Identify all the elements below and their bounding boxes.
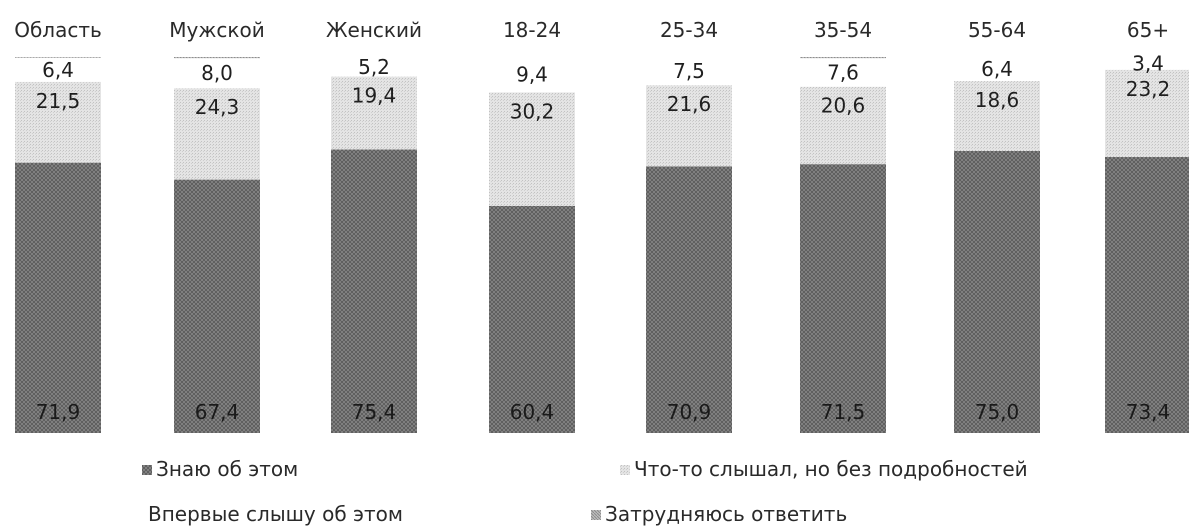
- legend-label-know: Знаю об этом: [156, 457, 298, 481]
- bar-segment-know: [646, 166, 732, 433]
- data-label-first: 6,4: [981, 57, 1013, 81]
- data-label-know: 71,9: [36, 400, 81, 424]
- category-label: 25-34: [660, 18, 718, 42]
- data-label-first: 5,2: [358, 55, 390, 79]
- category-label: 18-24: [503, 18, 561, 42]
- bar-segment-first: [331, 57, 417, 77]
- data-label-know: 67,4: [195, 400, 240, 424]
- bar-segment-heard: [1105, 69, 1189, 158]
- bar-segment-first: [800, 58, 886, 87]
- data-label-know: 70,9: [667, 400, 712, 424]
- bar-segment-first: [954, 57, 1040, 82]
- category-label: Область: [14, 18, 102, 42]
- data-label-first: 6,4: [42, 58, 74, 82]
- bar-segment-know: [331, 149, 417, 433]
- category-label: 65+: [1127, 18, 1169, 42]
- data-label-know: 75,0: [975, 400, 1020, 424]
- bars: 71,9 21,5 6,4 67,4 24,3 8,0 75,4 19,4 5,2 60,4 30,…: [15, 51, 1189, 434]
- bar-segment-hard: [15, 57, 101, 58]
- category-label: 55-64: [968, 18, 1026, 42]
- bar-segment-first: [174, 58, 260, 89]
- bar-segment-first: [646, 57, 732, 86]
- bar-segment-know: [800, 164, 886, 433]
- bar-segment-first: [489, 57, 575, 93]
- bar-segment-know: [489, 205, 575, 433]
- legend-label-first: Впервые слышу об этом: [148, 502, 403, 526]
- data-label-heard: 19,4: [352, 84, 397, 108]
- bar-segment-first: [1105, 57, 1189, 70]
- bar-segment-heard: [331, 76, 417, 150]
- data-label-heard: 30,2: [510, 99, 555, 123]
- bar-segment-heard: [800, 86, 886, 165]
- data-label-know: 60,4: [510, 400, 555, 424]
- legend-item-heard: Что-то слышал, но без подробностей: [620, 457, 1028, 481]
- bar-segment-know: [174, 179, 260, 433]
- data-label-know: 75,4: [352, 400, 397, 424]
- legend-swatch-heard: [620, 465, 630, 475]
- data-label-heard: 18,6: [975, 88, 1020, 112]
- data-label-heard: 21,6: [667, 92, 712, 116]
- data-label-know: 73,4: [1126, 400, 1171, 424]
- bar-segment-know: [954, 151, 1040, 433]
- data-label-heard: 23,2: [1126, 77, 1171, 101]
- legend-item-hard: Затрудняюсь ответить: [591, 502, 847, 526]
- data-label-heard: 21,5: [36, 89, 81, 113]
- data-label-first: 3,4: [1132, 51, 1164, 75]
- bar-segment-heard: [174, 88, 260, 180]
- legend-label-heard: Что-то слышал, но без подробностей: [634, 457, 1028, 481]
- data-label-heard: 20,6: [821, 94, 866, 118]
- data-label-heard: 24,3: [195, 95, 240, 119]
- legend-label-hard: Затрудняюсь ответить: [605, 502, 847, 526]
- bar-segment-hard: [174, 57, 260, 59]
- bar-segment-know: [15, 162, 101, 433]
- bar-segment-heard: [15, 81, 101, 163]
- category-label: Женский: [326, 18, 422, 42]
- legend-swatch-know: [142, 465, 152, 475]
- legend-item-know: Знаю об этом: [142, 457, 298, 481]
- legend: Знаю об этом Что-то слышал, но без подроб…: [142, 457, 1028, 526]
- bar-segment-first: [15, 57, 101, 82]
- category-label: Мужской: [169, 18, 264, 42]
- data-label-first: 9,4: [516, 63, 548, 87]
- bar-segment-heard: [489, 92, 575, 206]
- legend-item-first: Впервые слышу об этом: [148, 502, 403, 526]
- data-label-first: 7,6: [827, 60, 859, 84]
- data-label-know: 71,5: [821, 400, 866, 424]
- category-label: 35-54: [814, 18, 872, 42]
- data-label-first: 8,0: [201, 61, 233, 85]
- data-label-first: 7,5: [673, 59, 705, 83]
- bar-segment-hard: [800, 57, 886, 59]
- bar-segment-heard: [954, 81, 1040, 151]
- category-labels: Область Мужской Женский 18-24 25-34 35-54 55-6…: [14, 18, 1169, 42]
- bar-segment-heard: [646, 85, 732, 167]
- bar-segment-know: [1105, 157, 1189, 434]
- legend-swatch-hard: [591, 510, 601, 520]
